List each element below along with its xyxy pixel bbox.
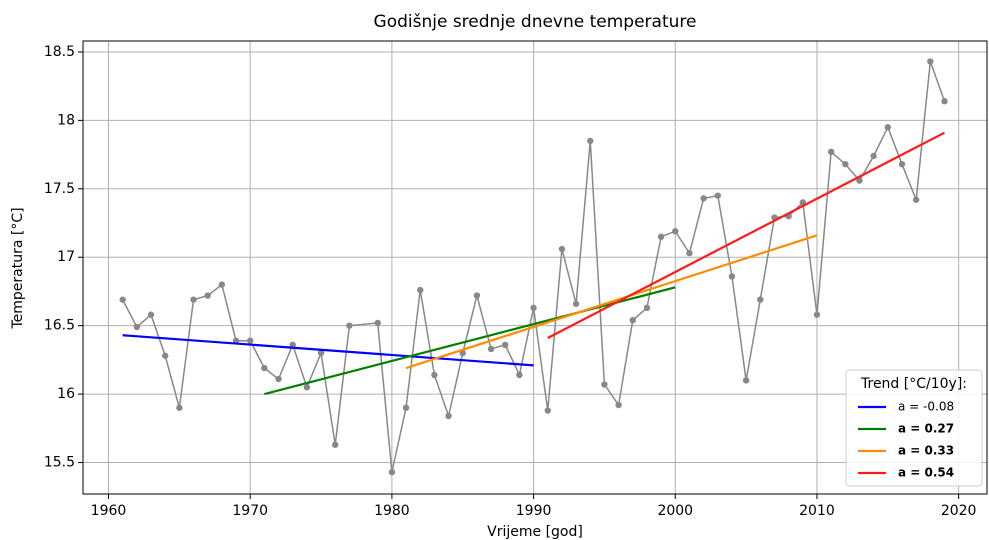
plot-frame bbox=[82, 40, 988, 495]
x-tick-label: 2020 bbox=[941, 503, 977, 519]
data-point bbox=[572, 300, 580, 307]
data-point bbox=[346, 322, 353, 329]
y-axis-label: Temperatura [°C] bbox=[10, 207, 26, 329]
data-point bbox=[218, 281, 226, 288]
data-point bbox=[190, 296, 197, 303]
x-tick-label: 1970 bbox=[232, 503, 268, 519]
data-point bbox=[941, 98, 948, 105]
legend-box bbox=[845, 369, 983, 487]
data-point bbox=[161, 352, 169, 359]
data-point bbox=[473, 292, 481, 299]
y-tick-label: 17 bbox=[57, 249, 75, 265]
x-tick-label: 1960 bbox=[91, 503, 127, 519]
data-point bbox=[884, 124, 892, 131]
data-point bbox=[558, 245, 566, 253]
data-point bbox=[502, 341, 509, 349]
data-point bbox=[898, 160, 906, 168]
data-point bbox=[912, 196, 920, 203]
y-tick-label: 16 bbox=[57, 386, 75, 402]
data-point bbox=[742, 377, 750, 384]
legend-title: Trend [°C/10y]: bbox=[860, 376, 967, 392]
data-point bbox=[530, 304, 537, 312]
data-point bbox=[289, 341, 296, 349]
series-line bbox=[547, 131, 945, 339]
y-tick-label: 16.5 bbox=[44, 318, 75, 334]
data-point bbox=[332, 441, 339, 448]
legend-label: a = 0.33 bbox=[898, 444, 954, 458]
data-point bbox=[714, 192, 721, 199]
x-tick-label: 2010 bbox=[799, 503, 835, 519]
data-point bbox=[827, 148, 835, 156]
series-line bbox=[264, 286, 676, 396]
x-tick-label: 2000 bbox=[657, 503, 693, 519]
data-point bbox=[757, 296, 764, 303]
series-line bbox=[405, 234, 818, 370]
y-tick-label: 18.5 bbox=[44, 44, 75, 60]
data-point bbox=[686, 249, 693, 257]
x-tick-label: 1990 bbox=[516, 503, 552, 519]
data-point bbox=[856, 177, 863, 184]
y-tick-label: 18 bbox=[57, 112, 75, 128]
data-point bbox=[842, 160, 849, 168]
data-point bbox=[303, 384, 311, 391]
x-tick-label: 1980 bbox=[374, 503, 410, 519]
data-point bbox=[615, 401, 622, 409]
data-point bbox=[133, 323, 141, 331]
series-line bbox=[122, 61, 946, 473]
data-point bbox=[870, 152, 877, 160]
data-point bbox=[601, 381, 608, 388]
data-point bbox=[317, 349, 325, 357]
data-point bbox=[261, 364, 268, 372]
data-point bbox=[629, 316, 636, 324]
data-point bbox=[417, 286, 424, 294]
data-point bbox=[587, 137, 594, 145]
legend-label: a = 0.27 bbox=[898, 422, 954, 436]
x-axis-label: Vrijeme [god] bbox=[487, 524, 583, 540]
data-point bbox=[119, 296, 126, 303]
data-point bbox=[147, 311, 155, 318]
legend-label: a = -0.08 bbox=[898, 400, 954, 414]
data-point bbox=[544, 407, 551, 414]
data-point bbox=[275, 375, 282, 383]
data-point bbox=[728, 273, 736, 280]
y-tick-label: 17.5 bbox=[44, 181, 75, 197]
data-point bbox=[176, 404, 183, 411]
series-line bbox=[122, 334, 534, 367]
data-point bbox=[246, 337, 254, 344]
data-point bbox=[516, 371, 523, 379]
chart-title: Godišnje srednje dnevne temperature bbox=[374, 12, 697, 32]
data-point bbox=[487, 345, 495, 353]
data-point bbox=[927, 58, 934, 65]
legend-label: a = 0.54 bbox=[898, 466, 954, 480]
data-point bbox=[374, 319, 381, 327]
data-point bbox=[402, 404, 410, 411]
data-point bbox=[388, 468, 396, 476]
data-point bbox=[813, 311, 821, 318]
data-point bbox=[672, 228, 679, 235]
data-point bbox=[232, 337, 240, 344]
data-point bbox=[431, 371, 438, 379]
data-point bbox=[204, 292, 211, 299]
data-point bbox=[445, 412, 452, 420]
data-point bbox=[657, 233, 665, 240]
data-point bbox=[643, 304, 651, 312]
y-tick-label: 15.5 bbox=[44, 455, 75, 471]
data-point bbox=[700, 195, 707, 202]
